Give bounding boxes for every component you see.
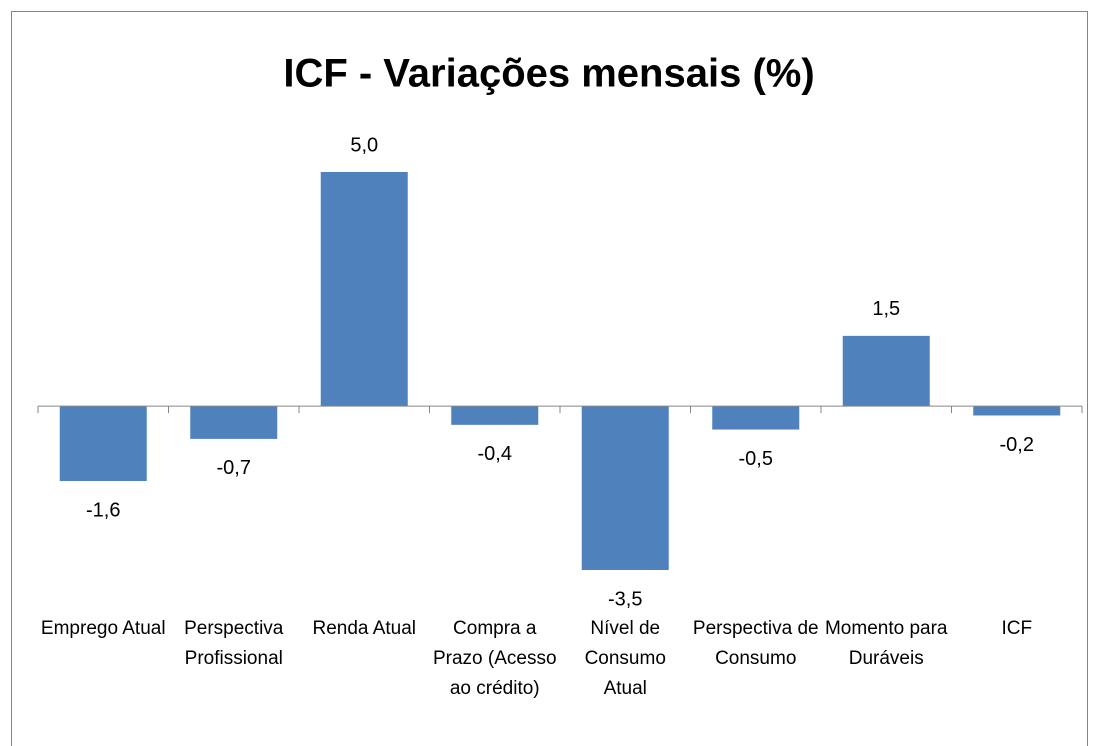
bar [320, 172, 408, 407]
bar [451, 406, 539, 425]
data-label: -0,2 [1000, 434, 1034, 456]
x-tick-label: Compra a Prazo (Acesso ao crédito) [432, 618, 557, 699]
bar [59, 406, 147, 482]
x-tick-label: Emprego Atual [40, 618, 166, 639]
bar [190, 406, 278, 439]
bar [842, 335, 930, 407]
data-label: 1,5 [872, 298, 900, 320]
bar [581, 406, 669, 570]
x-tick-label: Momento para Duráveis [824, 618, 948, 669]
x-tick-label: Renda Atual [312, 618, 417, 639]
chart-title: ICF - Variações mensais (%) [283, 52, 814, 96]
data-label: -3,5 [608, 588, 642, 610]
data-label: -0,4 [478, 443, 512, 465]
data-label: -0,7 [217, 457, 251, 479]
data-label: -0,5 [739, 448, 773, 470]
x-tick-label: ICF [1001, 618, 1033, 639]
data-label: 5,0 [350, 134, 378, 156]
bar [973, 406, 1061, 416]
x-tick-label: Perspectiva de Consumo [692, 618, 819, 669]
x-tick-label: Perspectiva Profissional [184, 618, 284, 669]
bar [712, 406, 800, 430]
x-tick-label: Nível de Consumo Atual [584, 618, 666, 699]
data-label: -1,6 [86, 499, 120, 521]
